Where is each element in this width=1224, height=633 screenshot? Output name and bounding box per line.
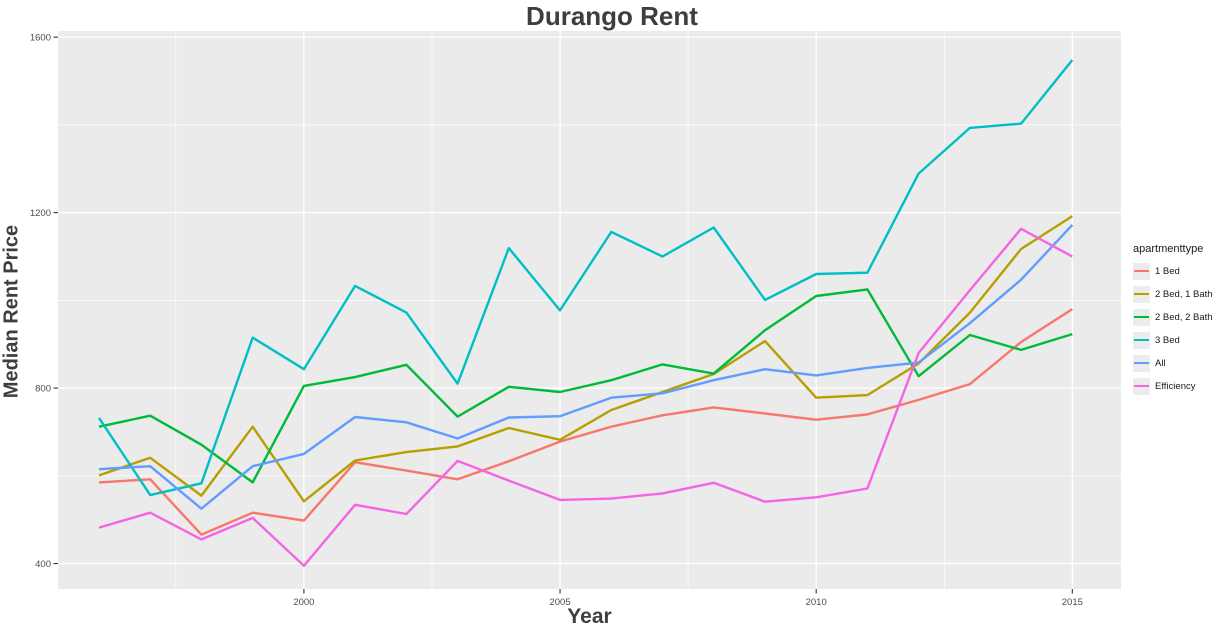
legend-item-label: 2 Bed, 2 Bath xyxy=(1155,311,1213,323)
legend-key xyxy=(1133,308,1150,326)
legend-key xyxy=(1133,354,1150,372)
legend-item: All xyxy=(1133,353,1224,373)
legend-swatch-line-icon xyxy=(1134,316,1149,319)
legend-swatch-line-icon xyxy=(1134,293,1149,296)
series-line-1-bed xyxy=(98,308,1073,536)
series-line-3-bed xyxy=(97,59,1074,497)
x-tick-label: 2015 xyxy=(1062,597,1083,608)
y-tick-label: 400 xyxy=(35,559,51,570)
legend-item: 2 Bed, 2 Bath xyxy=(1133,307,1224,327)
chart-title: Durango Rent xyxy=(526,1,698,31)
legend-item-label: Efficiency xyxy=(1155,380,1196,392)
legend-item-label: 2 Bed, 1 Bath xyxy=(1155,288,1213,300)
legend-swatch-line-icon xyxy=(1134,385,1149,388)
series-line-2-bed-1-bath xyxy=(98,215,1073,503)
legend-item: 3 Bed xyxy=(1133,330,1224,350)
series-line-all xyxy=(98,224,1074,510)
series-line-2-bed-2-bath xyxy=(98,288,1073,484)
legend-key xyxy=(1133,285,1150,303)
y-tick-label: 800 xyxy=(35,383,51,394)
legend-swatch-line-icon xyxy=(1134,339,1149,342)
legend-item-label: 3 Bed xyxy=(1155,334,1180,346)
legend-swatch-line-icon xyxy=(1134,362,1149,365)
legend-item: 2 Bed, 1 Bath xyxy=(1133,284,1224,304)
legend-key xyxy=(1133,331,1150,349)
legend-key xyxy=(1133,262,1150,280)
legend-item-label: 1 Bed xyxy=(1155,265,1180,277)
legend-item: Efficiency xyxy=(1133,376,1224,396)
x-tick-label: 2010 xyxy=(806,597,827,608)
legend-items: 1 Bed 2 Bed, 1 Bath 2 Bed, 2 Bath 3 Bed All E… xyxy=(1133,261,1224,396)
x-tick-label: 2000 xyxy=(293,597,314,608)
y-tick-label: 1200 xyxy=(30,208,51,219)
x-tick-label: 2005 xyxy=(549,597,570,608)
y-tick-label: 1600 xyxy=(30,32,51,43)
panel-background xyxy=(58,31,1121,589)
x-axis-label: Year xyxy=(567,605,612,628)
legend-item-label: All xyxy=(1155,357,1166,369)
series-line-efficiency xyxy=(98,227,1073,567)
legend-title: apartmenttype xyxy=(1133,243,1204,255)
legend-swatch-line-icon xyxy=(1134,270,1149,273)
legend-item: 1 Bed xyxy=(1133,261,1224,281)
legend-key xyxy=(1133,377,1150,395)
legend: apartmenttype 1 Bed 2 Bed, 1 Bath 2 Bed, 2… xyxy=(1133,243,1224,399)
